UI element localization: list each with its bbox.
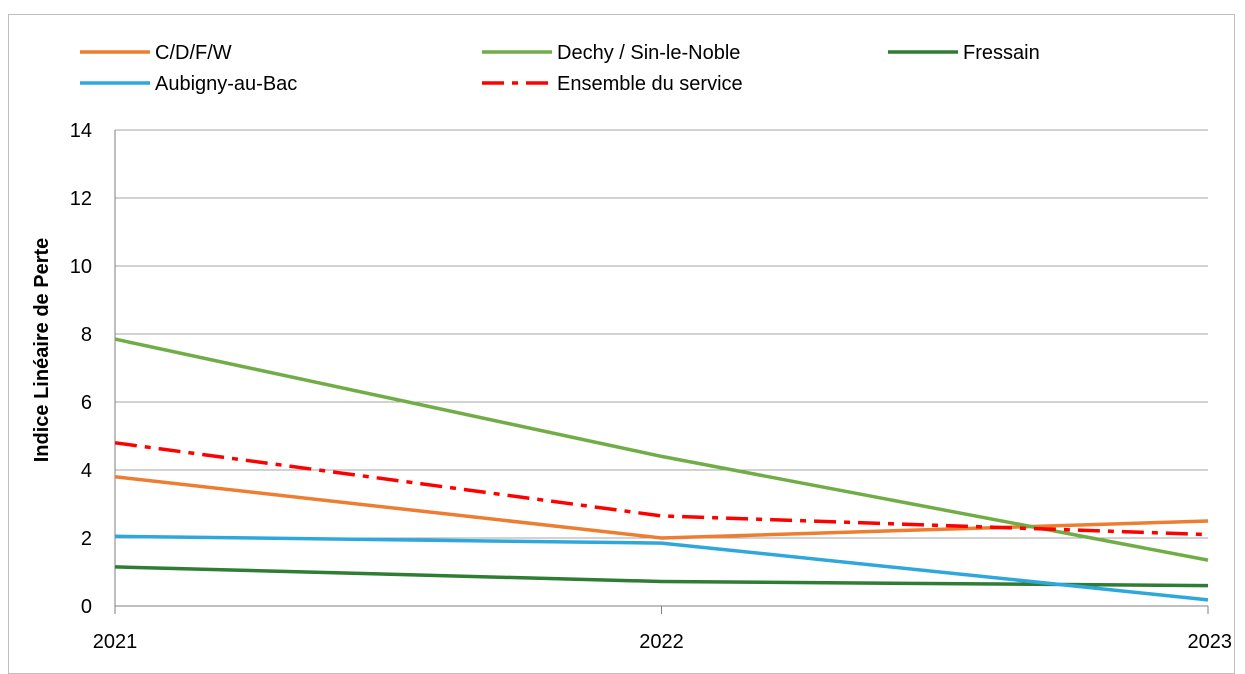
x-tick-label: 2021 <box>93 631 138 653</box>
series-line-1 <box>114 337 1209 562</box>
y-tick-label: 12 <box>70 188 92 210</box>
legend-label-4: Ensemble du service <box>557 73 743 95</box>
y-tick-label: 2 <box>81 528 92 550</box>
x-tick-label: 2023 <box>1188 631 1233 653</box>
axes: 0 2 4 6 8 10 12 14 2021 2022 2023 <box>70 120 1232 653</box>
x-tick-label: 2022 <box>639 631 684 653</box>
chart-frame <box>8 14 1235 674</box>
y-axis-title: Indice Linéaire de Perte <box>31 238 53 463</box>
legend: C/D/F/W Dechy / Sin-le-Noble Fressain Aubig… <box>80 42 1040 95</box>
y-tick-label: 0 <box>81 596 92 618</box>
line-chart: 0 2 4 6 8 10 12 14 2021 2022 2023 C/D/F/W Dechy / S… <box>31 42 1232 653</box>
legend-label-3: Aubigny-au-Bac <box>155 73 297 95</box>
series-lines <box>114 337 1209 602</box>
y-tick-label: 14 <box>70 120 92 142</box>
series-line-3 <box>114 534 1209 602</box>
legend-label-0: C/D/F/W <box>155 42 232 64</box>
legend-label-1: Dechy / Sin-le-Noble <box>557 42 740 64</box>
y-tick-label: 10 <box>70 256 92 278</box>
legend-label-2: Fressain <box>963 42 1040 64</box>
gridlines <box>115 129 1208 539</box>
y-tick-label: 8 <box>81 324 92 346</box>
y-tick-label: 6 <box>81 392 92 414</box>
y-tick-label: 4 <box>81 460 92 482</box>
series-line-4 <box>114 441 1209 537</box>
series-line-2 <box>114 565 1209 588</box>
